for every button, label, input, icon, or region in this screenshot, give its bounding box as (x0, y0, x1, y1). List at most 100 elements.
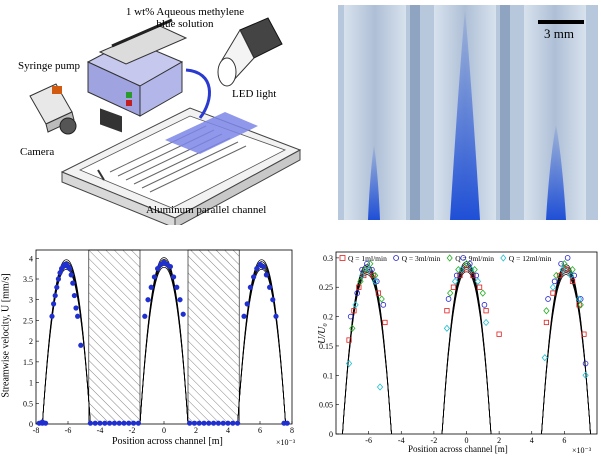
velocity-point (52, 292, 58, 299)
velocity-x-multiplier: ×10⁻³ (276, 438, 296, 447)
velocity-point (251, 274, 257, 280)
velocity-profile-line (139, 263, 189, 425)
series-point-square (556, 272, 563, 279)
series-point-diamond (582, 371, 589, 379)
series-point-diamond (569, 266, 576, 274)
velocity-profile-line (139, 264, 189, 425)
normalized-profile-line (441, 269, 492, 435)
velocity-point (107, 420, 113, 426)
led-light-icon (217, 17, 283, 87)
velocity-point (177, 297, 183, 303)
velocity-ytick-label: 2 (29, 337, 33, 346)
series-point-square (375, 290, 382, 296)
series-point-diamond (549, 283, 557, 291)
velocity-point (215, 420, 221, 426)
velocity-point (97, 420, 103, 426)
legend-marker (500, 254, 507, 262)
legend-marker (339, 255, 346, 261)
velocity-point (284, 420, 290, 426)
series-point-square (370, 272, 377, 279)
series-point-diamond (479, 289, 486, 297)
series-point-diamond (543, 307, 550, 315)
tubing (185, 68, 211, 119)
series-point-diamond (559, 266, 566, 274)
dye-region (165, 112, 258, 154)
series-point-diamond (541, 354, 548, 362)
velocity-point (167, 263, 173, 270)
velocity-point (142, 313, 148, 319)
normalized-xtick-label: 6 (562, 436, 566, 445)
velocity-point (57, 270, 63, 276)
series-point-diamond (451, 277, 459, 285)
velocity-point (220, 420, 226, 426)
series-point-diamond (447, 289, 454, 297)
normalized-ytick-label: 0.05 (319, 401, 333, 410)
dye-photo-drawing (338, 5, 598, 220)
series-point-diamond (577, 301, 584, 309)
series-point-square (483, 308, 489, 314)
normalized-profile-line (342, 268, 392, 435)
normalized-xtick-label: 0 (465, 436, 469, 445)
velocity-point (244, 301, 250, 307)
velocity-ytick-label: 4 (29, 254, 33, 263)
velocity-point (135, 420, 141, 426)
series-point-circle (453, 272, 460, 279)
series-point-square (457, 272, 463, 279)
wall-region (88, 249, 141, 425)
camera-label: Camera (20, 146, 55, 158)
normalized-xtick-label: 4 (530, 436, 534, 445)
velocity-point (111, 420, 117, 426)
series-point-circle (369, 266, 375, 273)
series-point-circle (582, 360, 589, 367)
velocity-point (174, 284, 180, 290)
legend-label: Q = 3ml/min (402, 254, 441, 263)
series-point-square (569, 278, 576, 284)
velocity-chart: -8 -6 -4 -2 0 2 4 6 8 0 0.5 1 1.5 2 2.5 3 3.5 4 Position … (0, 238, 300, 460)
normalized-ytick-label: 0.25 (319, 283, 333, 292)
velocity-point (225, 420, 231, 426)
series-point-circle (380, 302, 387, 308)
solution-label: 1 wt% Aqueous methylene blue solution (125, 6, 245, 30)
series-point-square (361, 272, 367, 279)
velocity-point (145, 297, 151, 303)
series-point-circle (460, 255, 467, 261)
velocity-point (196, 420, 202, 426)
series-point-diamond (474, 277, 482, 285)
legend-label: Q = 12ml/min (509, 254, 552, 263)
series-point-square (563, 267, 569, 273)
velocity-ylabel: Streamwise velocity, U [mm/s] (0, 273, 12, 398)
velocity-profile-line (237, 268, 286, 425)
series-point-circle (466, 260, 473, 267)
velocity-point (70, 280, 76, 286)
series-point-diamond (352, 301, 359, 309)
velocity-point (87, 420, 93, 426)
velocity-point (131, 420, 137, 426)
velocity-point (247, 284, 253, 290)
velocity-point (151, 274, 157, 280)
normalized-ytick-label: 0.2 (323, 313, 333, 322)
velocity-point (73, 305, 79, 311)
velocity-xtick-label: -4 (97, 426, 104, 435)
normalized-ytick-label: 0.1 (323, 371, 333, 380)
series-point-circle (481, 302, 488, 308)
velocity-point (241, 313, 247, 319)
series-point-square (470, 272, 476, 279)
velocity-profile-line (237, 265, 286, 425)
velocity-point (273, 313, 279, 319)
velocity-xtick-label: 6 (258, 426, 262, 435)
normalized-x-multiplier: ×10⁻³ (572, 446, 592, 455)
scale-bar-label: 3 mm (544, 26, 574, 41)
normalized-profile-line (541, 268, 591, 435)
velocity-xtick-label: -8 (33, 426, 40, 435)
velocity-point (187, 420, 193, 426)
velocity-point (191, 420, 197, 426)
velocity-point (54, 284, 60, 290)
legend-marker (446, 254, 453, 262)
apparatus-drawing (29, 17, 302, 225)
velocity-xtick-label: 8 (290, 426, 294, 435)
velocity-ytick-label: 3.5 (23, 275, 33, 284)
series-point-diamond (458, 266, 465, 274)
velocity-profile-line (237, 263, 286, 425)
velocity-ytick-label: 1 (29, 379, 33, 388)
apparatus-illustration: 1 wt% Aqueous methylene blue solution Sy… (0, 0, 330, 225)
